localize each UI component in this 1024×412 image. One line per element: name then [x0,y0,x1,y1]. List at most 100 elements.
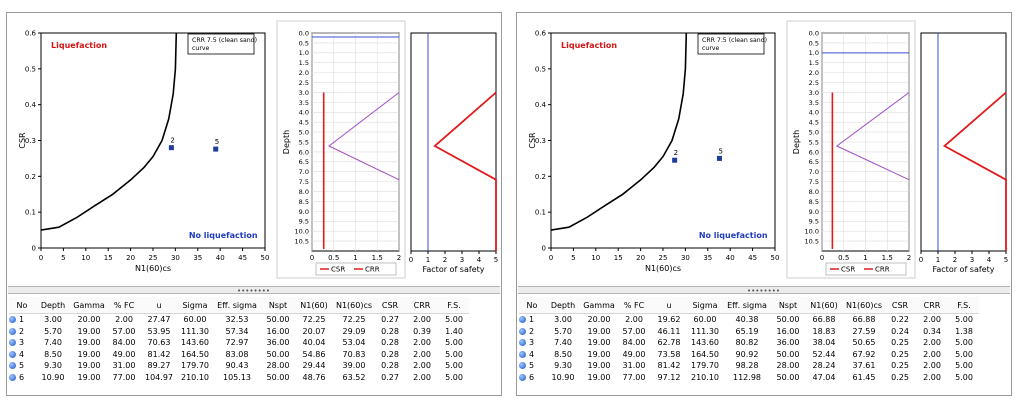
column-header[interactable]: Eff. sigma [723,297,771,314]
column-header[interactable]: CSR [885,297,915,314]
column-header[interactable]: N1(60)cs [333,297,375,314]
table-row[interactable]: 3 7.40 19.00 84.00 70.63 143.60 72.97 36.00 40.0… [9,337,469,349]
column-header[interactable]: No [9,297,35,314]
table-row[interactable]: 4 8.50 19.00 49.00 81.42 164.50 83.08 50.00 54.8… [9,349,469,361]
table-cell: 28.00 [266,361,290,371]
table-row[interactable]: 5 9.30 19.00 31.00 89.27 179.70 90.43 28.00 29.4… [9,360,469,372]
table-row[interactable]: 2 5.70 19.00 57.00 46.11 111.30 65.19 16.00 18.8… [519,326,979,338]
column-header[interactable]: F.S. [439,297,469,314]
table-row[interactable]: 2 5.70 19.00 57.00 53.95 111.30 57.34 16.00 20.0… [9,326,469,338]
table-cell: 3.00 [44,315,62,325]
column-header[interactable]: Gamma [581,297,617,314]
depth-tick-label: 9.5 [299,218,309,226]
table-cell: 37.61 [852,361,876,371]
depth-tick-label: 3.5 [809,99,819,107]
column-header[interactable]: Nspt [261,297,295,314]
table-cell: 70.63 [147,338,171,348]
splitter[interactable]: •••••••• [518,286,1010,295]
row-status-icon [519,339,526,347]
x-tick-label: 15 [104,254,113,262]
row-status-icon [9,327,16,335]
table-cell: 97.12 [657,372,681,382]
table-cell: 111.30 [691,326,719,336]
table-cell: 3.00 [554,315,572,325]
charts-area: 0 5 10 15 20 25 30 35 40 45 5000.10.20.30.40.50.6N… [528,20,1008,279]
table-row[interactable]: 1 3.00 20.00 2.00 27.47 60.00 32.53 50.00 72.25 7… [9,314,469,326]
column-header[interactable]: u [141,297,177,314]
table-cell: 36.00 [266,338,290,348]
column-header[interactable]: N1(60) [295,297,333,314]
table-cell: 53.04 [342,338,366,348]
column-header[interactable]: N1(60)cs [843,297,885,314]
table-cell: 3 [519,337,545,349]
table-cell: 77.00 [112,372,136,382]
row-status-icon [519,316,526,324]
results-panel-left: 0 5 10 15 20 25 30 35 40 45 50 0 0.1 0.2 0.3 0.4 0.5 0.6 N… [6,12,502,396]
column-header[interactable]: Depth [35,297,71,314]
table-row[interactable]: 3 7.40 19.00 84.00 62.78 143.60 80.82 36.00 38.0… [519,337,979,349]
x-tick-label: 1.5 [882,254,893,262]
table-cell: 31.00 [622,361,646,371]
x-tick-label: 40 [726,254,735,262]
row-status-icon [519,327,526,335]
table-cell: 16.00 [776,326,800,336]
table-cell: 31.00 [112,361,136,371]
y-tick-label: 0.4 [25,101,37,109]
table-cell: 2.00 [413,372,431,382]
splitter-grip[interactable]: •••••••• [747,287,781,295]
table-cell: 39.00 [342,361,366,371]
x-tick-label: 0 [310,254,314,262]
table-cell: 80.82 [735,338,759,348]
splitter[interactable]: •••••••• [8,286,500,295]
column-header[interactable]: CRR [405,297,439,314]
y-tick-label: 0.1 [25,209,36,217]
x-tick-label: 25 [149,254,158,262]
data-point-label: 2 [170,137,174,145]
curve-legend-box [697,33,765,55]
column-header[interactable]: Depth [545,297,581,314]
column-header[interactable]: % FC [617,297,651,314]
column-header[interactable]: Gamma [71,297,107,314]
table-cell: 66.88 [812,315,836,325]
table-row[interactable]: 6 10.90 19.00 77.00 104.97 210.10 105.13 50.00 4… [9,372,469,384]
column-header[interactable]: CSR [375,297,405,314]
charts-area: 0 5 10 15 20 25 30 35 40 45 5000.10.20.30.40.50.6N… [18,20,498,279]
depth-tick-label: 5.0 [809,128,819,136]
depth-tick-label: 0.5 [299,39,309,47]
table-cell: 8.50 [44,349,62,359]
table-row[interactable]: 4 8.50 19.00 49.00 73.58 164.50 90.92 50.00 52.4… [519,349,979,361]
table-cell: 5.70 [44,326,62,336]
table-cell: 28.00 [776,361,800,371]
x-tick-label: 10 [591,254,600,262]
table-row[interactable]: 1 3.00 20.00 2.00 19.62 60.00 40.38 50.00 66.88 6… [519,314,979,326]
x-tick-label: 30 [681,254,690,262]
column-header[interactable]: N1(60) [805,297,843,314]
table-row[interactable]: 5 9.30 19.00 31.00 81.42 179.70 98.28 28.00 28.2… [519,360,979,372]
column-header[interactable]: CRR [915,297,949,314]
depth-tick-label: 8.0 [809,188,819,196]
table-row[interactable]: 6 10.90 19.00 77.00 97.12 210.10 112.98 50.00 47… [519,372,979,384]
table-cell: 81.42 [147,349,171,359]
column-header[interactable]: Nspt [771,297,805,314]
x-tick-label: 1 [936,256,940,264]
table-cell: 104.97 [145,372,173,382]
curve-legend-box [187,33,255,55]
column-header[interactable]: Eff. sigma [213,297,261,314]
x-tick-label: 1 [426,256,430,264]
table-cell: 7.40 [554,338,572,348]
table-cell: 0.22 [891,315,909,325]
column-header[interactable]: % FC [107,297,141,314]
legend-label: CSR [841,266,855,274]
column-header[interactable]: u [651,297,687,314]
table-cell: 5.00 [445,372,463,382]
column-header[interactable]: No [519,297,545,314]
table-cell: 2.00 [115,315,133,325]
y-tick-label: 0 [32,245,36,253]
y-axis-title: Depth [282,130,291,154]
splitter-grip[interactable]: •••••••• [237,287,271,295]
column-header[interactable]: F.S. [949,297,979,314]
series-crr [328,92,400,181]
column-header[interactable]: Sigma [177,297,213,314]
y-tick-label: 0.3 [25,137,36,145]
column-header[interactable]: Sigma [687,297,723,314]
